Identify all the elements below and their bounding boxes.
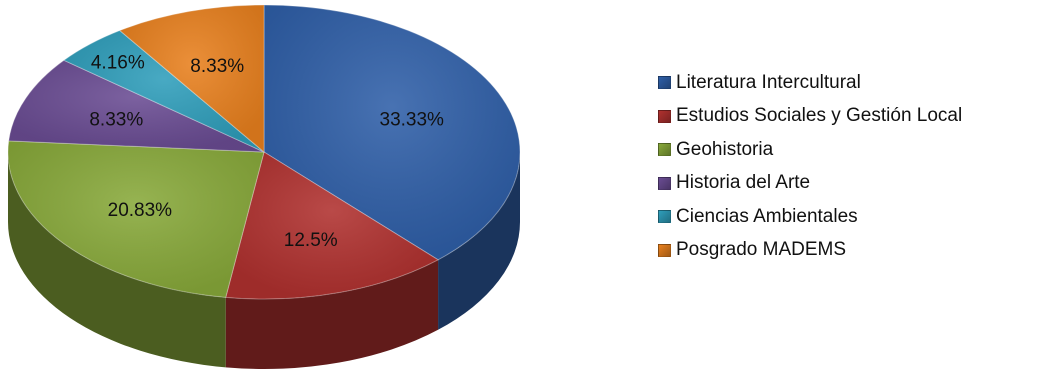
pie-slice-highlight [225,152,439,299]
pie-slice-side [438,152,520,330]
slice-value-label: 8.33% [190,56,244,77]
legend-label: Ciencias Ambientales [676,205,858,227]
legend-item: Estudios Sociales y Gestión Local [658,100,962,134]
legend-label: Posgrado MADEMS [676,239,847,261]
legend-item: Literatura Intercultural [658,66,962,100]
legend-swatch [658,109,671,123]
legend-label: Historia del Arte [676,172,811,194]
legend: Literatura Intercultural Estudios Sociale… [658,66,962,267]
pie-slice-highlight [264,5,520,260]
legend-item: Historia del Arte [658,167,962,201]
pie-slice-side [8,152,226,368]
legend-swatch [658,76,671,90]
slice-value-label: 12.5% [284,230,338,251]
pie-slice-highlight [119,5,264,152]
pie-slice-highlight [7,140,264,298]
legend-item: Ciencias Ambientales [658,200,962,234]
slice-value-label: 8.33% [89,110,143,131]
legend-label: Estudios Sociales y Gestión Local [676,105,963,127]
legend-swatch [658,243,671,257]
legend-swatch [658,210,671,224]
legend-label: Geohistoria [676,138,774,160]
legend-item: Posgrado MADEMS [658,234,962,268]
slice-value-label: 20.83% [108,200,173,221]
pie-slice-highlight [63,30,265,152]
legend-swatch [658,176,671,190]
slice-value-label: 33.33% [380,110,445,131]
slice-value-label: 4.16% [91,52,145,73]
legend-item: Geohistoria [658,133,962,167]
pie-slice-side [225,259,439,369]
pie-slice-highlight [8,60,264,152]
legend-label: Literatura Intercultural [676,71,861,93]
legend-swatch [658,143,671,157]
